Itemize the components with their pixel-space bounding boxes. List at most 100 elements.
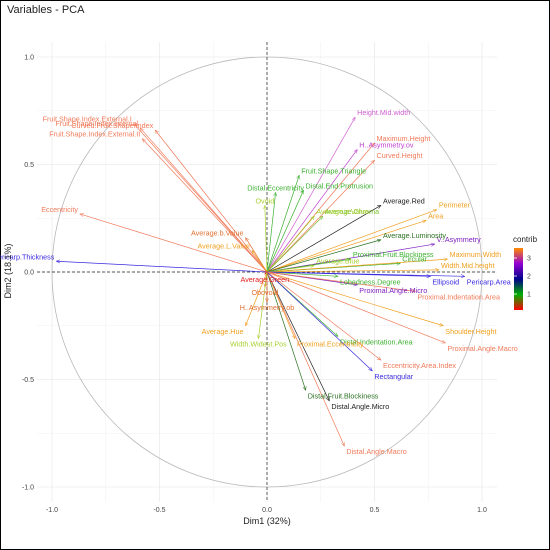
variable-arrow [266,271,330,401]
variable-label: Fruit.Shape.Index.External.I [43,115,132,124]
variable-label: Average.L.Value [197,242,249,251]
variable-label: Distal.Angle.Micro [331,402,389,411]
variable-label: Pericarp.Thickness [0,252,55,261]
variable-arrow [266,216,314,273]
variable-arrow [140,128,268,273]
variable-label: Height.Mid.width [357,108,410,117]
legend-title: contrib [513,235,538,244]
variable-arrow [266,259,448,273]
variable-arrow [246,271,268,326]
x-tick-label: 0.5 [370,507,380,514]
variable-arrow [266,205,381,273]
variable-arrow [265,205,268,273]
variable-label: Proximal.Fruit.Blockiness [353,250,434,259]
variable-label: Curved.Fruit.Shape.Index [71,121,153,130]
variable-label: Proximal.Angle.Macro [447,344,517,353]
variable-label: Lobedness.Degree [340,277,401,286]
variable-label: Fruit.Shape.Index.Internal [55,119,138,128]
variable-label: Proximal.Eccentricity [297,340,364,349]
legend-tick-label: 2 [527,274,531,281]
variable-label: Perimeter [439,201,471,210]
variable-label: Maximum.Height [377,134,431,143]
variable-label: Obovoid [251,288,278,297]
variable-label: Average.Chroma [325,207,379,216]
variable-label: Distal.End.Protrusion [306,181,374,190]
y-axis-label: Dim2 (18.1%) [3,243,13,298]
variable-label: Average.a.Value [316,207,368,216]
variable-label: Ellipsoid [432,277,459,286]
variable-arrow [155,130,268,273]
variable-label: Rectangular [374,372,413,381]
variable-label: Area [428,211,443,220]
variable-label: Proximal.Indentation.Area [417,292,500,301]
y-tick-label: 1.0 [24,55,34,62]
legend-colorbar [514,248,523,310]
variable-arrow [266,266,314,273]
variable-label: Average.b.Value [191,229,243,238]
variable-arrow [266,271,372,371]
x-tick-label: 1.0 [477,507,487,514]
variable-arrow [266,216,323,273]
variable-arrow [266,149,357,273]
variable-label: Width.Mid.height [441,261,495,270]
variable-arrow [246,238,268,273]
variable-arrow [266,240,381,273]
y-tick-label: -0.5 [22,377,34,384]
variable-arrow [266,190,304,273]
x-tick-label: -0.5 [153,507,165,514]
variable-arrow [266,271,345,446]
variable-label: Ovoid [255,196,274,205]
variable-arrow [266,175,299,273]
variable-label: H..Asymmetry.ob [240,303,295,312]
variable-label: V..Asymmetry [437,235,481,244]
variable-arrow [252,251,268,273]
variable-arrow [266,271,445,343]
variable-label: Distal.Indentation.Area [340,338,413,347]
variable-arrow [266,192,276,273]
variable-arrow [80,214,268,273]
variable-label: Average.Hue [202,327,244,336]
variable-label: H..Asymmetry.ov [359,140,414,149]
variable-label: Shoulder.Height [445,327,496,336]
variable-label: Distal.Angle.Macro [346,447,406,456]
variable-label: Distal.Eccentricity [247,183,304,192]
y-tick-label: 0.0 [24,270,34,277]
variable-label: Average.Red [383,196,425,205]
variable-label: Pericarp.Area [467,277,511,286]
variable-arrow [266,210,437,273]
variable-arrow [266,271,306,390]
x-tick-label: 0.0 [262,507,272,514]
variable-arrow [266,271,338,276]
y-tick-label: 0.5 [24,162,34,169]
variable-label: Distal.Fruit.Blockiness [308,391,379,400]
variable-arrow [142,139,268,273]
variable-arrow [266,271,415,291]
chart-title: Variables - PCA [7,4,85,16]
variable-arrow [56,261,268,273]
x-axis-label: Dim1 (32%) [243,516,291,526]
variable-arrow [266,271,443,326]
variable-label: Eccentricity [41,205,78,214]
variable-arrow [266,271,381,360]
legend-tick-label: 1 [527,292,531,299]
variable-label: Proximal.Angle.Micro [359,286,427,295]
variable-label: Maximum.Width [450,250,502,259]
variable-arrow [266,270,439,273]
variable-label: Average.Green [241,275,290,284]
variable-label: Average.Blue [316,257,359,266]
legend-tick-label: 3 [527,256,531,263]
variable-label: Curved.Height [377,151,423,160]
variable-label: Fruit.Shape.Index.External.II [49,130,140,139]
y-tick-label: -1.0 [22,485,34,492]
variable-label: Fruit.Shape.Triangle [301,166,366,175]
variable-label: Width.Widest.Pos [230,340,287,349]
variable-arrow [266,117,355,273]
variable-label: Circular [402,254,427,263]
variable-arrow [258,271,268,339]
variable-arrow [266,220,426,273]
variable-arrow [266,271,465,276]
variable-label: Eccentricity.Area.Index [383,361,456,370]
x-tick-label: -1.0 [46,507,58,514]
variable-label: Average.Luminosity [383,231,446,240]
